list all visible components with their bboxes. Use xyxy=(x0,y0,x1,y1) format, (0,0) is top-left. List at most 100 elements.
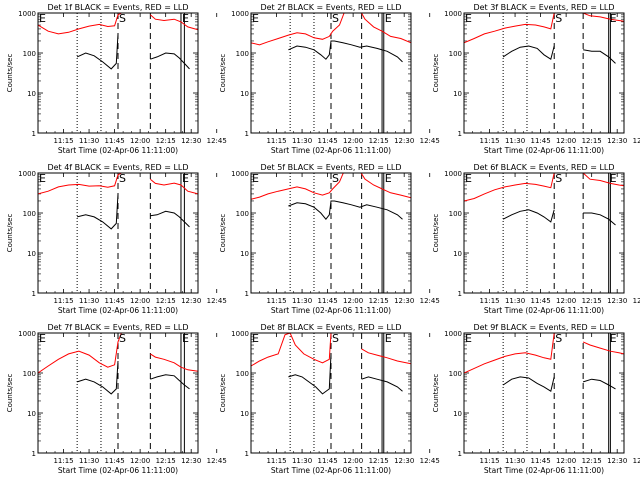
series-lld xyxy=(251,333,411,367)
x-tick-label: 12:00 xyxy=(556,457,576,465)
x-axis-label: Start Time (02-Apr-06 11:11:00) xyxy=(271,306,391,315)
x-tick-label: 12:15 xyxy=(582,457,602,465)
y-axis-label: Counts/sec xyxy=(219,54,227,93)
x-tick-label: 11:15 xyxy=(479,137,499,145)
panel-title: Det 2f BLACK = Events, RED = LLD xyxy=(260,3,401,12)
series-lld xyxy=(464,173,624,202)
x-tick-label: 11:15 xyxy=(266,297,286,305)
panel-title: Det 9f BLACK = Events, RED = LLD xyxy=(473,323,614,332)
panel-det-7: Det 7f BLACK = Events, RED = LLD Counts/s… xyxy=(6,323,227,475)
y-tick-label: 1 xyxy=(245,290,249,298)
x-tick-label: 11:45 xyxy=(531,137,551,145)
x-tick-label: 12:30 xyxy=(607,297,627,305)
x-tick-label: 11:15 xyxy=(266,137,286,145)
x-tick-label: 11:15 xyxy=(53,137,73,145)
series-lld xyxy=(464,13,624,44)
y-tick-label: 10 xyxy=(240,410,249,418)
y-tick-label: 1 xyxy=(32,290,36,298)
x-tick-label: 12:30 xyxy=(181,457,201,465)
y-tick-label: 10 xyxy=(27,410,36,418)
series-events xyxy=(76,193,190,230)
marker-label: E xyxy=(610,172,617,185)
y-tick-label: 1000 xyxy=(18,330,36,338)
plot-frame xyxy=(250,332,412,454)
x-tick-label: 11:15 xyxy=(479,457,499,465)
y-axis-label: Counts/sec xyxy=(6,214,14,253)
panel-det-2: Det 2f BLACK = Events, RED = LLD Counts/s… xyxy=(219,3,440,155)
x-axis-label: Start Time (02-Apr-06 11:11:00) xyxy=(58,466,178,475)
x-tick-label: 12:00 xyxy=(343,297,363,305)
marker-label: S xyxy=(332,12,339,25)
marker-label: E xyxy=(385,332,392,345)
y-tick-label: 10 xyxy=(27,250,36,258)
marker-label: E xyxy=(385,12,392,25)
x-axis-label: Start Time (02-Apr-06 11:11:00) xyxy=(484,146,604,155)
x-tick-label: 12:45 xyxy=(207,297,227,305)
x-tick-label: 12:00 xyxy=(130,297,150,305)
panel-det-1: Det 1f BLACK = Events, RED = LLD Counts/s… xyxy=(6,3,227,155)
y-tick-label: 10 xyxy=(453,90,462,98)
panel-title: Det 1f BLACK = Events, RED = LLD xyxy=(47,3,188,12)
marker-label: E xyxy=(39,332,46,345)
x-tick-label: 11:45 xyxy=(318,137,338,145)
y-tick-label: 100 xyxy=(23,50,36,58)
y-tick-label: 100 xyxy=(236,210,249,218)
x-tick-label: 12:15 xyxy=(156,457,176,465)
y-axis-label: Counts/sec xyxy=(432,374,440,413)
marker-label: E xyxy=(182,332,189,345)
y-axis-label: Counts/sec xyxy=(432,214,440,253)
plot-frame xyxy=(463,332,625,454)
series-events xyxy=(288,353,403,395)
y-tick-label: 1 xyxy=(458,130,462,138)
x-axis-label: Start Time (02-Apr-06 11:11:00) xyxy=(58,306,178,315)
x-tick-label: 12:15 xyxy=(369,137,389,145)
panel-title: Det 3f BLACK = Events, RED = LLD xyxy=(473,3,614,12)
y-tick-label: 1 xyxy=(245,450,249,458)
x-tick-label: 11:45 xyxy=(318,457,338,465)
marker-label: E xyxy=(610,332,617,345)
series-events xyxy=(288,200,403,221)
x-tick-label: 11:15 xyxy=(479,297,499,305)
plot-frame xyxy=(37,172,199,294)
panel-title: Det 6f BLACK = Events, RED = LLD xyxy=(473,163,614,172)
marker-label: S xyxy=(332,172,339,185)
y-tick-label: 100 xyxy=(236,370,249,378)
x-tick-label: 11:45 xyxy=(105,457,125,465)
x-tick-label: 11:30 xyxy=(505,297,525,305)
x-axis-label: Start Time (02-Apr-06 11:11:00) xyxy=(58,146,178,155)
plot-frame xyxy=(463,12,625,134)
x-tick-label: 12:00 xyxy=(343,137,363,145)
x-axis-label: Start Time (02-Apr-06 11:11:00) xyxy=(271,466,391,475)
x-tick-label: 12:45 xyxy=(633,137,640,145)
panel-det-8: Det 8f BLACK = Events, RED = LLD Counts/s… xyxy=(219,323,440,475)
marker-label: E xyxy=(39,172,46,185)
y-tick-label: 100 xyxy=(449,210,462,218)
x-tick-label: 12:45 xyxy=(633,457,640,465)
marker-label: E xyxy=(610,12,617,25)
marker-label: S xyxy=(119,12,126,25)
y-tick-label: 1 xyxy=(32,450,36,458)
x-tick-label: 12:15 xyxy=(156,297,176,305)
x-tick-label: 11:15 xyxy=(266,457,286,465)
series-events xyxy=(76,33,190,70)
x-tick-label: 11:30 xyxy=(79,457,99,465)
series-lld xyxy=(464,333,624,374)
x-tick-label: 11:45 xyxy=(531,297,551,305)
y-axis-label: Counts/sec xyxy=(219,214,227,253)
y-tick-label: 1 xyxy=(458,450,462,458)
x-tick-label: 12:45 xyxy=(207,457,227,465)
y-tick-label: 10 xyxy=(240,90,249,98)
y-tick-label: 10 xyxy=(453,250,462,258)
x-tick-label: 12:45 xyxy=(633,297,640,305)
x-tick-label: 12:45 xyxy=(420,297,440,305)
y-axis-label: Counts/sec xyxy=(219,374,227,413)
x-tick-label: 12:45 xyxy=(420,137,440,145)
y-tick-label: 1000 xyxy=(231,170,249,178)
panel-title: Det 8f BLACK = Events, RED = LLD xyxy=(260,323,401,332)
x-tick-label: 12:30 xyxy=(607,137,627,145)
series-lld xyxy=(38,173,198,195)
y-tick-label: 1000 xyxy=(231,10,249,18)
y-tick-label: 10 xyxy=(453,410,462,418)
marker-label: S xyxy=(332,332,339,345)
